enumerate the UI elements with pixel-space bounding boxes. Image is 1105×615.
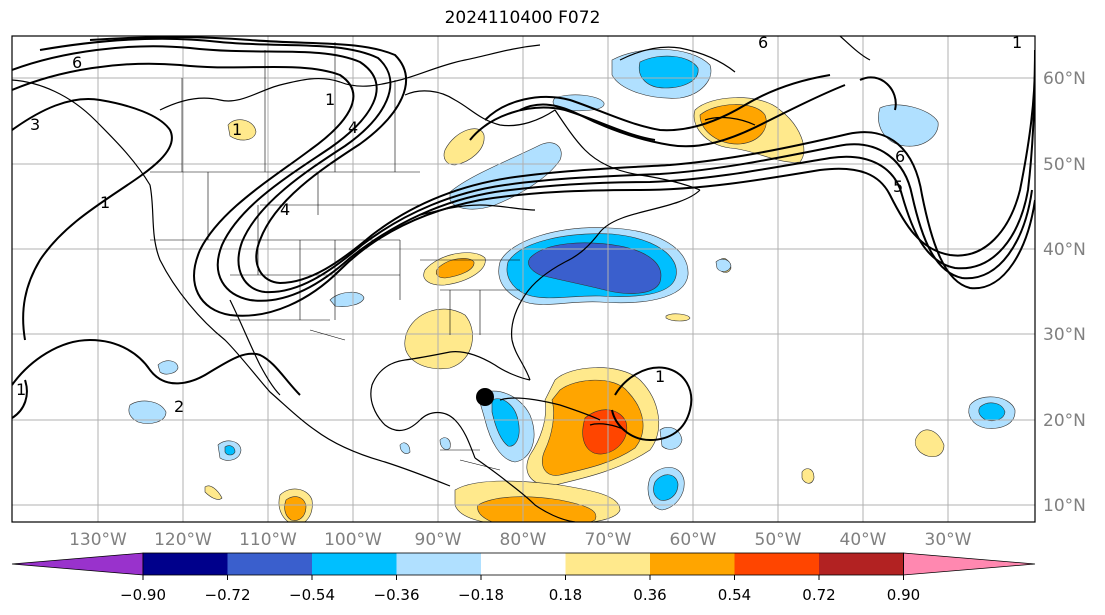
lon-label: 40°W [840,530,887,550]
lon-label: 110°W [239,530,297,550]
lon-label: 60°W [670,530,717,550]
lat-label: 10°N [1043,496,1086,516]
lon-label: 50°W [755,530,802,550]
lon-label: 70°W [585,530,632,550]
lat-label: 20°N [1043,411,1086,431]
colorbar-segment [565,553,650,575]
lon-label: 80°W [500,530,547,550]
lon-label: 100°W [324,530,382,550]
colorbar-segment [312,553,397,575]
colorbar-tick-label: 0.72 [802,586,835,604]
graticule [12,36,1035,522]
storm-center-marker[interactable] [476,388,494,406]
colorbar-extend-low [11,552,144,576]
contour-label: 1 [100,193,110,212]
contour-label: 4 [348,118,358,137]
colorbar-segment [481,553,566,575]
colorbar-segment [396,553,481,575]
lon-label: 90°W [415,530,462,550]
colorbar-tick-label: 0.90 [887,586,920,604]
contour-label-group: 6 3 1 1 4 6 5 1 1 2 1 4 6 1 [16,33,1022,416]
latitude-labels: 60°N 50°N 40°N 30°N 20°N 10°N [1043,69,1086,516]
colorbar-tick-label: 0.54 [718,586,751,604]
colorbar-tick-label: −0.72 [205,586,251,604]
colorbar-tick-label: −0.90 [120,586,166,604]
colorbar-segment [650,553,735,575]
contour-label: 1 [1012,33,1022,52]
lat-label: 60°N [1043,69,1086,89]
contour-label: 1 [232,120,242,139]
lon-label: 30°W [925,530,972,550]
contour-label: 2 [174,397,184,416]
lon-label: 130°W [69,530,127,550]
colorbar-tick-label: −0.36 [374,586,420,604]
colorbar: −0.90 −0.72 −0.54 −0.36 −0.18 0.18 0.36 … [11,552,1036,604]
contour-label: 3 [30,115,40,134]
contour-label: 1 [655,367,665,386]
political-borders [150,42,520,471]
contour-label: 5 [893,177,903,196]
contour-label: 1 [325,90,335,109]
contour-label: 6 [72,53,82,72]
contour-label: 6 [758,33,768,52]
colorbar-segment [734,553,819,575]
lat-label: 50°N [1043,155,1086,175]
colorbar-tick-label: −0.54 [289,586,335,604]
colorbar-segment [143,553,228,575]
contour-label: 4 [280,200,290,219]
shaded-anomalies [128,49,1016,522]
contour-label: 1 [16,380,26,399]
lat-label: 30°N [1043,325,1086,345]
colorbar-tick-label: −0.18 [458,586,504,604]
colorbar-extend-high [903,552,1036,576]
map-frame [11,35,1036,523]
lat-label: 40°N [1043,240,1086,260]
colorbar-segment [819,553,904,575]
colorbar-tick-label: 0.18 [549,586,582,604]
lon-label: 120°W [154,530,212,550]
longitude-labels: 130°W 120°W 110°W 100°W 90°W 80°W 70°W 6… [69,530,972,550]
colorbar-segment [227,553,312,575]
contour-lines [12,36,1035,442]
contour-label: 6 [895,147,905,166]
map-title: 2024110400 F072 [444,8,601,28]
colorbar-tick-label: 0.36 [633,586,666,604]
